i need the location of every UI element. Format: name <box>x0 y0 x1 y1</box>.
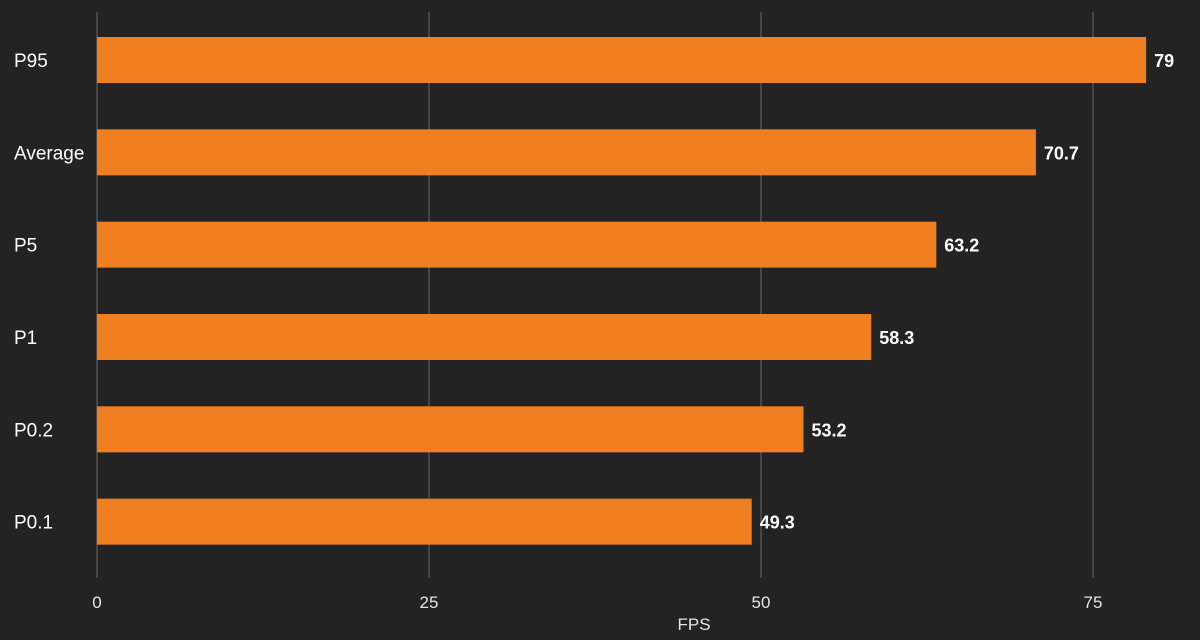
bar-p1 <box>97 314 872 360</box>
x-tick-50: 50 <box>752 593 771 612</box>
bar-p0-2 <box>97 406 804 453</box>
category-label-p1: P1 <box>14 328 37 349</box>
bars-group <box>97 37 1147 545</box>
value-label-p0-1: 49.3 <box>760 513 795 533</box>
x-tick-25: 25 <box>420 593 439 612</box>
value-label-p5: 63.2 <box>944 236 979 256</box>
x-tick-0: 0 <box>92 593 101 612</box>
bar-p0-1 <box>97 498 752 545</box>
category-label-p0-2: P0.2 <box>14 420 53 441</box>
bar-p5 <box>97 221 937 268</box>
x-tick-labels: 0 25 50 75 <box>92 593 1102 612</box>
category-label-average: Average <box>14 143 84 164</box>
category-label-p0-1: P0.1 <box>14 513 53 534</box>
bar-p95 <box>97 37 1147 83</box>
bar-average <box>97 129 1036 176</box>
value-label-p1: 58.3 <box>879 328 914 348</box>
grid-lines <box>96 12 1094 578</box>
value-label-p95: 79 <box>1154 51 1174 71</box>
value-label-p0-2: 53.2 <box>811 420 846 440</box>
value-labels: 79 70.7 63.2 58.3 53.2 49.3 <box>760 51 1174 533</box>
category-label-p95: P95 <box>14 51 48 72</box>
x-tick-75: 75 <box>1084 593 1103 612</box>
x-axis-title: FPS <box>677 615 710 634</box>
value-label-average: 70.7 <box>1044 143 1079 163</box>
category-label-p5: P5 <box>14 236 37 257</box>
category-labels: P95 Average P5 P1 P0.2 P0.1 <box>14 51 84 534</box>
